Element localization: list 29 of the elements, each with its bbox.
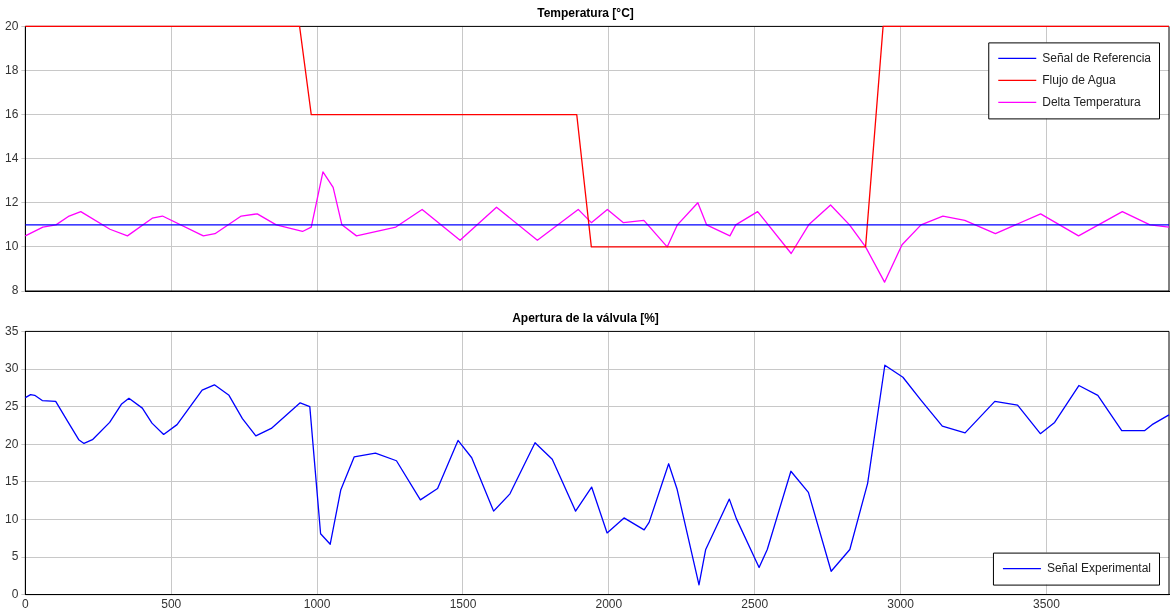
- y-tick-label: 15: [4, 474, 19, 489]
- x-tick-label: 2000: [595, 597, 623, 612]
- legend-label: Señal de Referencia: [1042, 50, 1152, 65]
- y-tick-label: 20: [4, 436, 19, 451]
- legend-label: Delta Temperatura: [1042, 94, 1142, 109]
- x-tick-label: 3000: [887, 597, 915, 612]
- legend-label: Flujo de Agua: [1042, 72, 1116, 87]
- x-tick-label: 2500: [741, 597, 769, 612]
- y-tick-label: 35: [4, 323, 19, 338]
- x-tick-label: 0: [22, 597, 29, 612]
- y-tick-label: 20: [4, 18, 19, 33]
- chart-title: Apertura de la válvula [%]: [512, 310, 659, 325]
- y-tick-label: 16: [4, 106, 19, 121]
- y-tick-label: 10: [4, 239, 19, 254]
- y-tick-label: 5: [11, 549, 19, 564]
- legend-label: Señal Experimental: [1046, 560, 1152, 575]
- x-tick-label: 1000: [303, 597, 331, 612]
- y-tick-label: 14: [4, 151, 19, 166]
- x-tick-label: 3500: [1033, 597, 1061, 612]
- x-tick-label: 500: [161, 597, 182, 612]
- y-tick-label: 12: [4, 195, 19, 210]
- y-tick-label: 10: [4, 511, 19, 526]
- chart-title: Temperatura [°C]: [537, 5, 634, 20]
- y-tick-label: 18: [4, 62, 19, 77]
- x-tick-label: 1500: [449, 597, 477, 612]
- y-tick-label: 0: [11, 586, 19, 601]
- y-tick-label: 8: [11, 283, 19, 298]
- y-tick-label: 25: [4, 398, 19, 413]
- y-tick-label: 30: [4, 361, 19, 376]
